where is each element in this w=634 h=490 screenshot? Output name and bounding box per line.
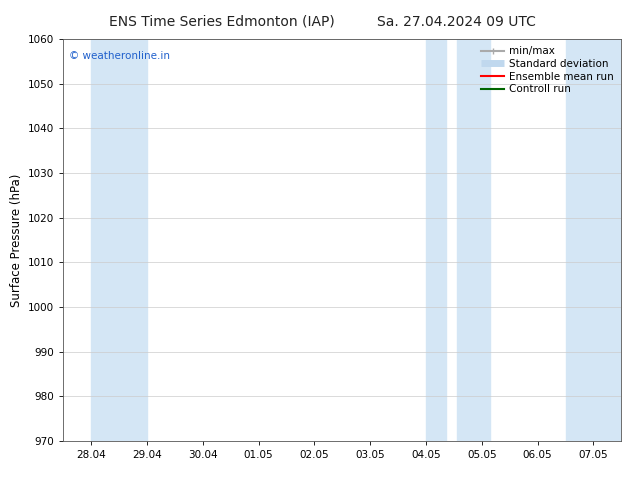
- Legend: min/max, Standard deviation, Ensemble mean run, Controll run: min/max, Standard deviation, Ensemble me…: [479, 45, 616, 97]
- Bar: [456, 39, 490, 441]
- Bar: [566, 39, 621, 441]
- Text: ENS Time Series Edmonton (IAP): ENS Time Series Edmonton (IAP): [109, 15, 335, 29]
- Y-axis label: Surface Pressure (hPa): Surface Pressure (hPa): [10, 173, 23, 307]
- Bar: [91, 39, 147, 441]
- Text: Sa. 27.04.2024 09 UTC: Sa. 27.04.2024 09 UTC: [377, 15, 536, 29]
- Bar: [426, 39, 446, 441]
- Text: © weatheronline.in: © weatheronline.in: [69, 51, 170, 61]
